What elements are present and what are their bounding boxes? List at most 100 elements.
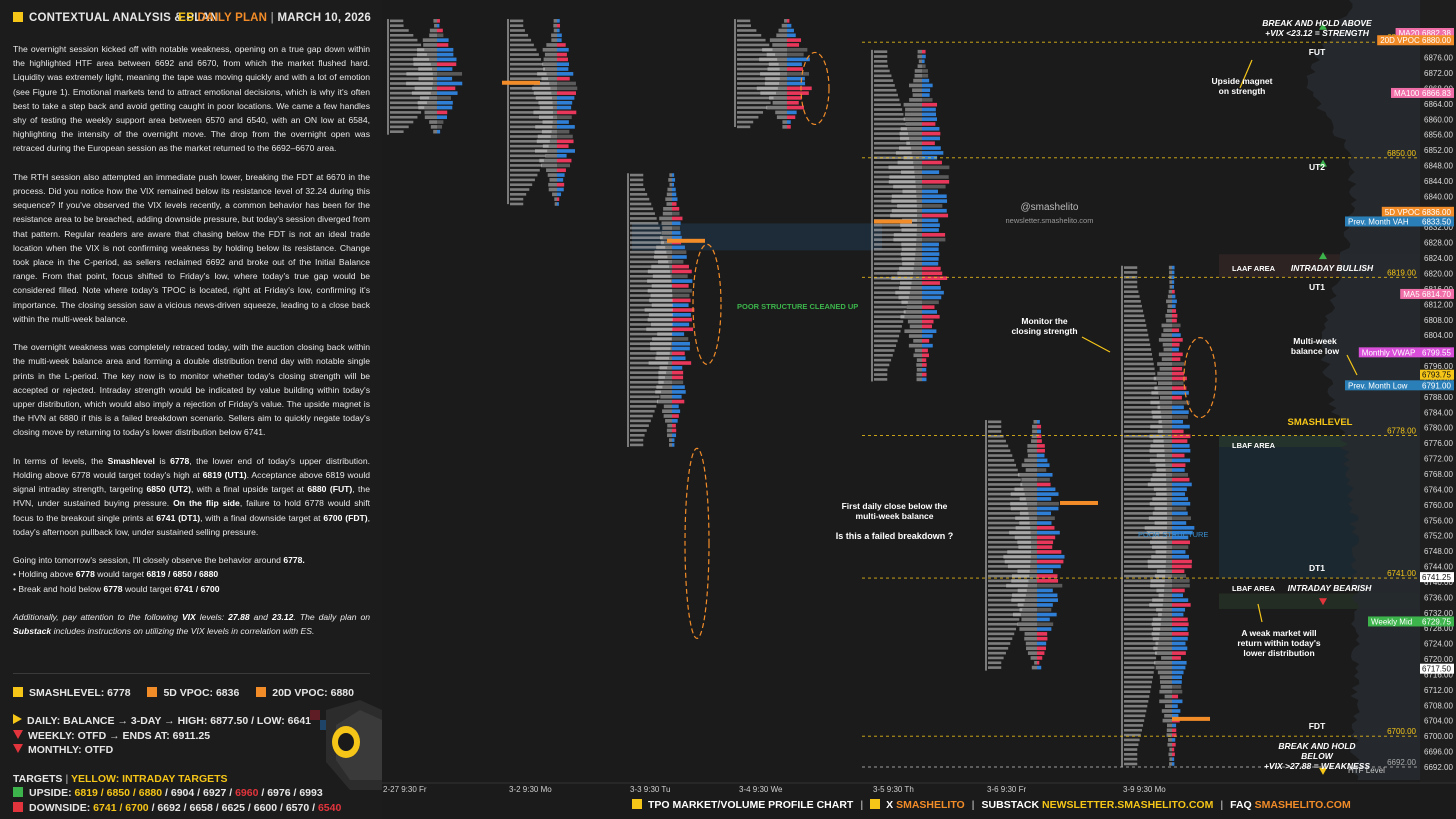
tpo-volume-bar: [661, 231, 672, 235]
tpo-letters: [510, 91, 552, 95]
tpo-delta-bar: [1172, 757, 1175, 761]
tpo-volume-bar: [1155, 641, 1172, 646]
tpo-volume-bar: [539, 158, 557, 163]
tpo-letters: [510, 135, 551, 138]
tpo-volume-bar: [914, 73, 922, 78]
plan-date: MARCH 10, 2026: [277, 12, 371, 24]
tpo-letters: [1124, 434, 1164, 438]
intraday-bullish-label: INTRADAY BULLISH: [1290, 263, 1374, 273]
price-tag-box: [1420, 369, 1454, 380]
tpo-letters: [1124, 613, 1162, 616]
tpo-letters: [390, 120, 414, 124]
tpo-letters: [1124, 492, 1167, 496]
tpo-letters: [1124, 666, 1155, 669]
tpo-delta-bar: [437, 76, 453, 81]
tpo-letters: [988, 589, 1027, 592]
tpo-delta-bar: [787, 91, 809, 95]
tpo-letters: [874, 132, 909, 135]
tpo-volume-bar: [429, 33, 437, 38]
tpo-letters: [510, 34, 529, 37]
tpo-letters: [510, 144, 549, 148]
tpo-volume-bar: [1163, 347, 1172, 352]
tpo-letters: [988, 584, 1028, 587]
tpo-delta-bar: [922, 319, 934, 324]
paragraph-5: Going into tomorrow's session, I'll clos…: [13, 555, 305, 566]
tpo-volume-bar: [553, 23, 557, 28]
price-tag-name-box: [1345, 216, 1420, 227]
substack-link[interactable]: NEWSLETTER.SMASHELITO.COM: [1042, 799, 1214, 811]
tpo-delta-bar: [557, 163, 570, 168]
tpo-delta-bar: [672, 279, 693, 283]
tpo-delta-bar: [1037, 501, 1059, 506]
tpo-letters: [874, 310, 906, 314]
tpo-delta-bar: [922, 257, 939, 261]
tpo-volume-bar: [1169, 747, 1172, 752]
tpo-letters: [1124, 386, 1158, 390]
tpo-letters: [737, 67, 780, 71]
tpo-delta-bar: [922, 286, 941, 290]
tpo-volume-bar: [658, 380, 672, 385]
tpo-letters: [988, 550, 1031, 554]
yellow-square-icon: [870, 799, 881, 809]
tpo-letters: [630, 366, 668, 370]
tpo-delta-bar: [922, 343, 933, 348]
tpo-letters: [874, 354, 893, 357]
tpo-volume-bar: [549, 178, 557, 182]
tpo-volume-bar: [666, 202, 672, 206]
poor-structure-cleaned-label: POOR STRUCTURE CLEANED UP: [737, 302, 859, 311]
tpo-volume-bar: [900, 136, 922, 141]
tpo-volume-bar: [669, 443, 672, 447]
tpo-delta-bar: [922, 213, 949, 218]
tpo-delta-bar: [437, 67, 453, 71]
tpo-volume-bar: [903, 117, 922, 121]
y-tick-label: 6852.00: [1424, 146, 1453, 155]
price-tag-box: [1420, 206, 1454, 217]
tpo-volume-bar: [1020, 482, 1037, 487]
tpo-delta-bar: [922, 348, 928, 353]
arrow-right-icon: [13, 714, 22, 724]
y-tick-label: 6776.00: [1424, 439, 1453, 448]
price-tag-value: 6791.00: [1422, 381, 1451, 390]
tpo-letters: [510, 38, 532, 42]
x-tick-label: 3-3 9:30 Tu: [630, 785, 670, 794]
tpo-letters: [510, 43, 534, 47]
tpo-volume-bar: [1027, 453, 1037, 458]
tpo-letters: [390, 77, 433, 80]
price-tag-name: Weekly Mid: [1371, 617, 1412, 626]
tpo-letters: [510, 48, 537, 52]
tpo-volume-bar: [903, 310, 922, 314]
tpo-letters: [874, 296, 909, 299]
panel-title: CONTEXTUAL ANALYSIS & PLAN: [29, 12, 219, 24]
tpo-delta-bar: [557, 91, 576, 95]
tpo-delta-bar: [1037, 665, 1042, 670]
tpo-letters: [510, 29, 525, 32]
tpo-delta-bar: [557, 115, 572, 120]
y-tick-label: 6732.00: [1424, 609, 1453, 618]
tpo-volume-bar: [1031, 434, 1037, 439]
tpo-volume-bar: [1155, 651, 1172, 655]
x-handle-link[interactable]: SMASHELITO: [896, 799, 965, 811]
tpo-letters: [874, 276, 913, 280]
y-tick-label: 6856.00: [1424, 131, 1453, 140]
tpo-letters: [1124, 545, 1167, 549]
tpo-letters: [988, 618, 1020, 621]
tpo-letters: [510, 197, 524, 201]
faq-link[interactable]: SMASHELITO.COM: [1254, 799, 1351, 811]
y-tick-label: 6756.00: [1424, 516, 1453, 525]
footer-bar: TPO MARKET/VOLUME PROFILE CHART | X SMAS…: [632, 799, 1351, 811]
ut1-label: UT1: [1308, 282, 1326, 292]
tpo-letters: [390, 72, 433, 76]
direction-triangle: [1319, 22, 1327, 30]
tpo-volume-bar: [903, 102, 922, 107]
weekly-state: WEEKLY: OTFD → ENDS AT: 6911.25: [13, 729, 311, 744]
tpo-letters: [1124, 671, 1154, 674]
tpo-letters: [874, 238, 917, 241]
tpo-delta-bar: [922, 295, 942, 300]
tpo-delta-bar: [672, 264, 689, 269]
tpo-volume-bar: [660, 240, 672, 245]
direction-triangle: [1319, 598, 1327, 606]
tpo-delta-bar: [922, 339, 930, 343]
tpo-volume-bar: [548, 182, 557, 187]
tpo-delta-bar: [1172, 410, 1189, 414]
tpo-delta-bar: [672, 332, 685, 336]
